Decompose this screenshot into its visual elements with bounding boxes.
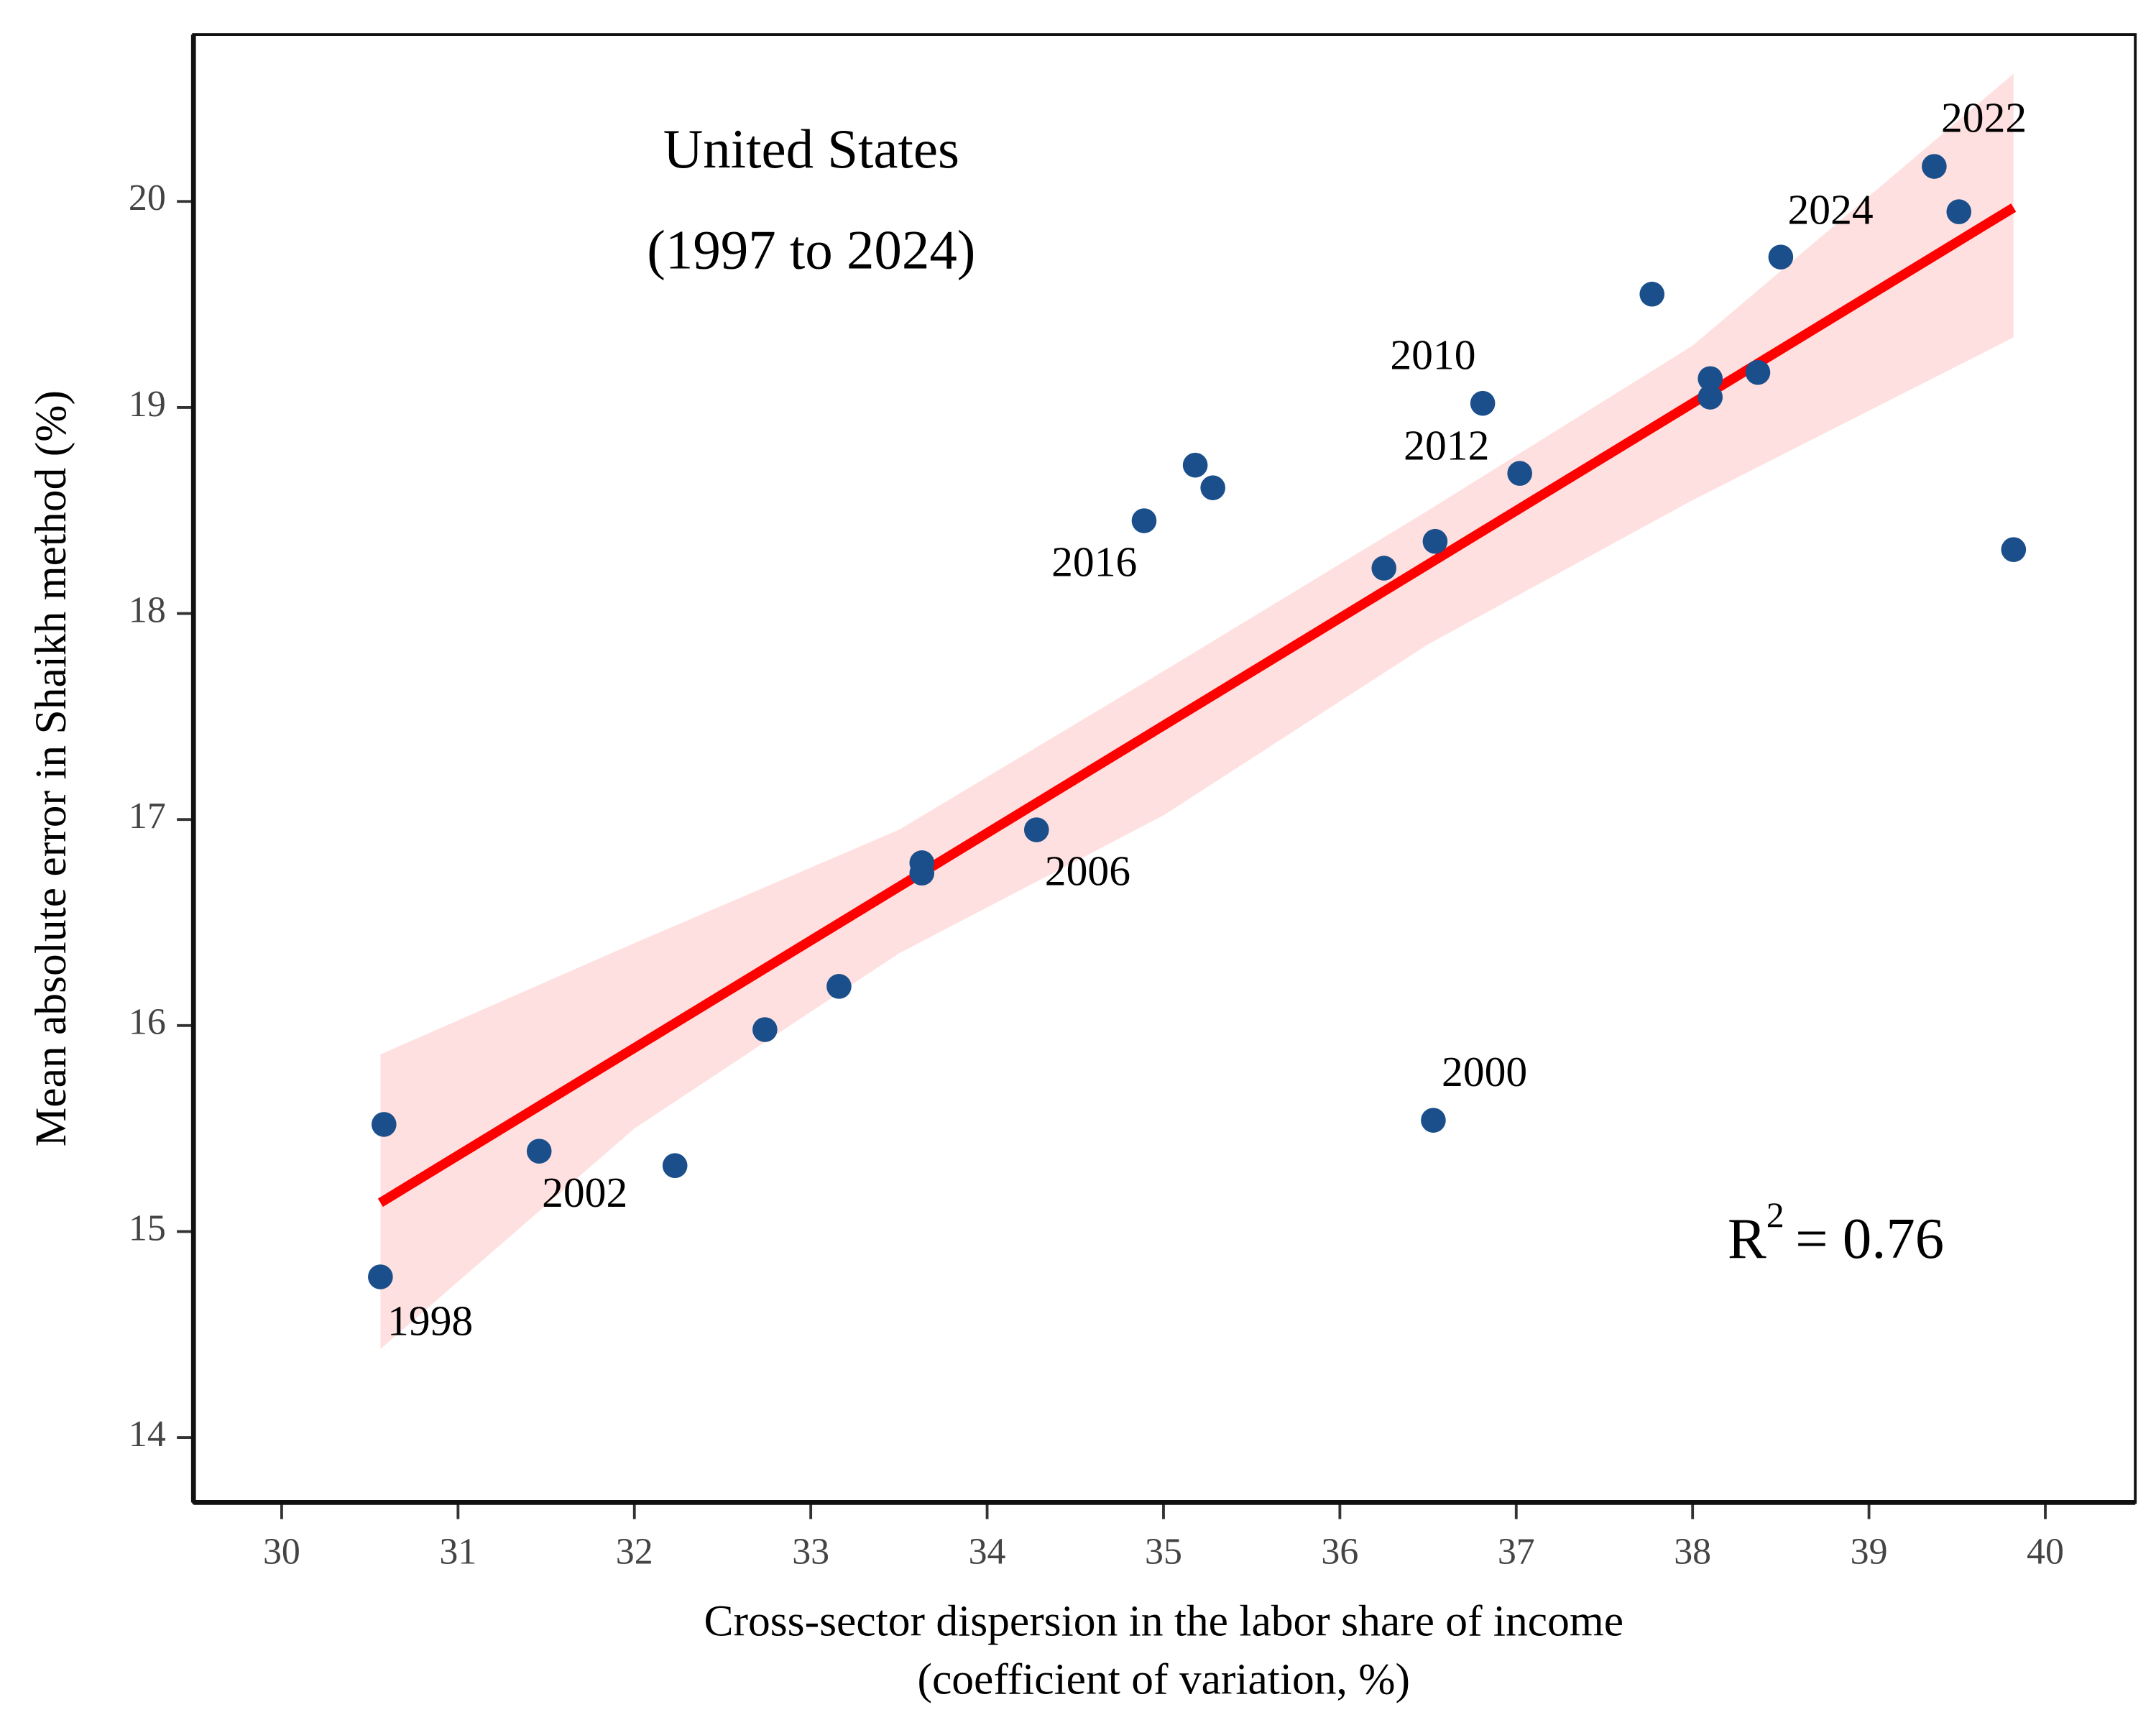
x-tick-label: 39 — [1851, 1531, 1888, 1572]
x-tick-label: 40 — [2027, 1531, 2064, 1572]
point-label: 2006 — [1045, 847, 1130, 895]
point — [1639, 281, 1665, 307]
point-label: 2010 — [1390, 331, 1475, 378]
x-axis-label: Cross-sector dispersion in the labor sha… — [704, 1597, 1623, 1646]
point — [752, 1017, 778, 1042]
r-text: = 0.76 — [1795, 1206, 1944, 1270]
point-label: 2000 — [1442, 1048, 1527, 1095]
point-label: 2016 — [1051, 538, 1137, 586]
point — [526, 1138, 552, 1164]
x-axis-label: (coefficient of variation, %) — [917, 1655, 1409, 1703]
x-tick-label: 34 — [969, 1531, 1006, 1572]
r-squared: R2 = 0.76 — [1728, 1195, 1944, 1271]
point — [1200, 475, 1225, 500]
point — [1470, 390, 1496, 416]
y-axis-label: Mean absolute error in Shaikh method (%) — [27, 390, 75, 1146]
point — [1371, 556, 1397, 581]
point — [1697, 385, 1723, 410]
point-label: 2024 — [1788, 186, 1874, 234]
chart-title: United States — [663, 118, 959, 180]
point — [1182, 452, 1208, 478]
point — [826, 974, 852, 999]
point — [1922, 154, 1947, 179]
x-tick-label: 38 — [1674, 1531, 1711, 1572]
point — [1768, 244, 1794, 270]
r-symbol: R — [1728, 1206, 1766, 1270]
point — [662, 1153, 688, 1179]
point — [909, 860, 935, 886]
point-label: 2022 — [1941, 94, 2027, 142]
x-tick-label: 37 — [1498, 1531, 1535, 1572]
y-tick-label: 14 — [129, 1414, 166, 1455]
x-tick-label: 32 — [616, 1531, 653, 1572]
y-tick-label: 16 — [129, 1002, 166, 1043]
y-tick-label: 15 — [129, 1208, 166, 1248]
x-tick-label: 35 — [1145, 1531, 1182, 1572]
chart-subtitle: (1997 to 2024) — [647, 218, 975, 280]
point-label: 2002 — [542, 1169, 627, 1216]
point — [371, 1112, 397, 1137]
point — [2001, 537, 2027, 562]
y-tick-label: 18 — [129, 589, 166, 630]
point — [1745, 359, 1771, 385]
x-tick-label: 31 — [439, 1531, 476, 1572]
point — [1023, 817, 1049, 842]
point — [1697, 366, 1723, 392]
point — [1507, 461, 1532, 486]
x-tick-label: 36 — [1321, 1531, 1358, 1572]
point — [368, 1264, 393, 1289]
point-label: 2012 — [1404, 422, 1489, 469]
point — [1421, 1108, 1446, 1133]
y-tick-label: 20 — [129, 178, 166, 218]
point — [1946, 199, 1972, 224]
confidence-band — [380, 73, 2014, 1349]
point-label: 1998 — [387, 1297, 473, 1345]
r-sup: 2 — [1766, 1195, 1784, 1236]
x-tick-label: 33 — [792, 1531, 829, 1572]
y-tick-label: 17 — [129, 796, 166, 837]
fit-line — [377, 203, 2017, 1208]
x-tick-label: 30 — [263, 1531, 300, 1572]
point — [1131, 508, 1157, 533]
y-tick-label: 19 — [129, 384, 166, 425]
point — [1422, 528, 1448, 554]
